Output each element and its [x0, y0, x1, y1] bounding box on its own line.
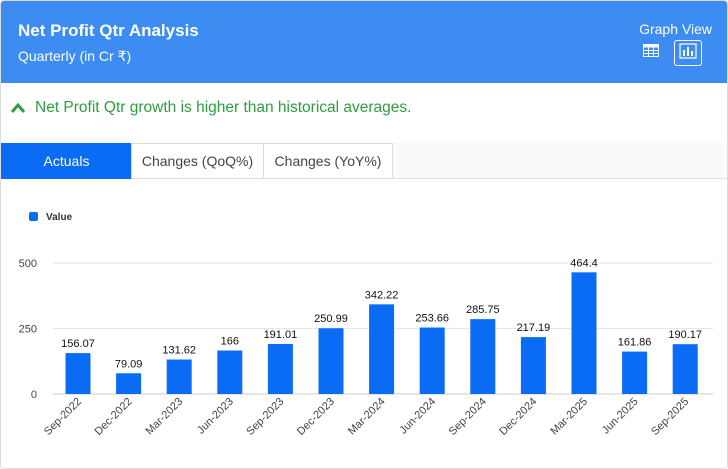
x-tick-label: Sep-2025	[649, 396, 691, 438]
insight-text: Net Profit Qtr growth is higher than his…	[35, 99, 412, 116]
card-header: Net Profit Qtr Analysis Quarterly (in Cr…	[1, 1, 727, 83]
graph-view-button[interactable]	[674, 40, 702, 66]
legend-label: Value	[46, 212, 73, 223]
x-tick-label: Dec-2024	[497, 396, 539, 438]
legend-swatch	[29, 212, 38, 221]
x-tick-label: Dec-2022	[93, 396, 135, 438]
chart-area: Value 0 250 500 156.07 79.09 131.62 166 191.01…	[1, 179, 727, 468]
x-tick-label: Dec-2023	[295, 396, 337, 438]
x-tick-label: Sep-2023	[244, 396, 286, 438]
bar-chart-icon	[679, 42, 697, 64]
bar[interactable]	[116, 373, 142, 394]
bar[interactable]	[369, 304, 395, 394]
bar[interactable]	[672, 344, 698, 394]
x-tick-label: Mar-2024	[346, 396, 388, 438]
tab-actuals[interactable]: Actuals	[1, 143, 132, 179]
bar[interactable]	[419, 327, 445, 394]
x-tick-label: Jun-2024	[397, 396, 438, 437]
view-mode-label: Graph View	[639, 21, 712, 37]
data-label: 191.01	[264, 329, 298, 341]
net-profit-bar-chart: Value 0 250 500 156.07 79.09 131.62 166 191.01…	[19, 212, 713, 438]
growth-insight: Net Profit Qtr growth is higher than his…	[10, 97, 411, 119]
data-label: 285.75	[466, 304, 500, 316]
x-tick-label: Sep-2024	[447, 396, 489, 438]
bar[interactable]	[571, 272, 597, 394]
bar[interactable]	[267, 343, 293, 394]
x-tick-label: Mar-2023	[144, 396, 186, 438]
y-tick-label: 0	[31, 389, 37, 401]
x-tick-label: Jun-2023	[195, 396, 236, 437]
card-title: Net Profit Qtr Analysis	[18, 21, 199, 40]
table-icon	[643, 44, 659, 62]
data-label: 161.86	[618, 337, 652, 349]
bar[interactable]	[217, 350, 243, 394]
bar[interactable]	[65, 353, 91, 394]
data-label: 166	[221, 336, 239, 348]
data-label: 79.09	[115, 358, 143, 370]
data-label: 190.17	[668, 329, 702, 341]
tab-bar: Actuals Changes (QoQ%) Changes (YoY%)	[1, 143, 727, 179]
y-tick-label: 250	[19, 324, 37, 336]
data-label: 131.62	[162, 345, 196, 357]
data-label: 253.66	[415, 313, 449, 325]
chart-legend: Value	[29, 212, 73, 223]
table-view-button[interactable]	[637, 40, 665, 66]
data-label: 156.07	[61, 338, 95, 350]
tab-changes-yoy[interactable]: Changes (YoY%)	[263, 143, 393, 179]
data-label: 464.4	[570, 257, 598, 269]
tab-changes-qoq[interactable]: Changes (QoQ%)	[131, 143, 264, 179]
x-tick-label: Mar-2025	[548, 396, 590, 438]
y-tick-label: 500	[19, 258, 37, 270]
card-subtitle: Quarterly (in Cr ₹)	[18, 48, 132, 64]
bar[interactable]	[622, 351, 648, 394]
x-tick-label: Jun-2025	[600, 396, 641, 437]
chevron-up-icon	[10, 101, 28, 115]
bar[interactable]	[166, 359, 192, 394]
data-label: 342.22	[365, 289, 399, 301]
x-tick-label: Sep-2022	[42, 396, 84, 438]
data-label: 217.19	[517, 322, 551, 334]
bar[interactable]	[318, 328, 344, 394]
bar[interactable]	[470, 319, 496, 394]
data-label: 250.99	[314, 313, 348, 325]
bar[interactable]	[520, 337, 546, 394]
